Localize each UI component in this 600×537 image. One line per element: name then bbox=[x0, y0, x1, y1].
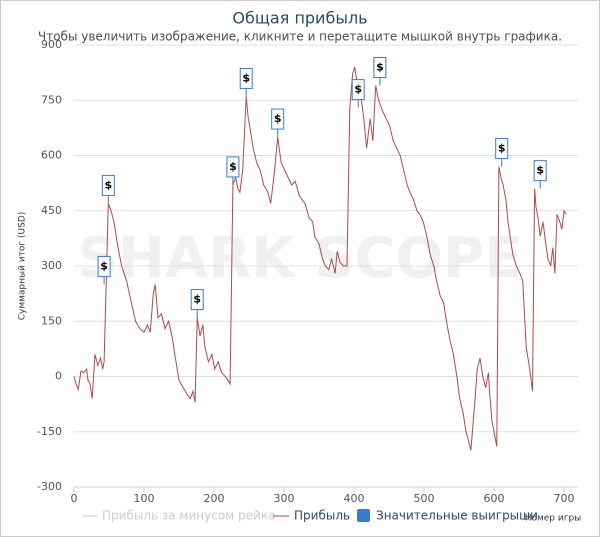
flag-label: $ bbox=[536, 164, 544, 177]
x-tick-label: 0 bbox=[71, 492, 78, 505]
y-tick-label: 150 bbox=[41, 314, 62, 327]
y-tick-label: -150 bbox=[37, 425, 62, 438]
flag-label: $ bbox=[193, 293, 201, 306]
chart-title: Общая прибыль bbox=[232, 9, 367, 28]
y-tick-label: 0 bbox=[55, 370, 62, 383]
flag bbox=[101, 174, 115, 196]
x-tick-label: 700 bbox=[554, 492, 575, 505]
x-tick-label: 600 bbox=[484, 492, 505, 505]
y-tick-label: -300 bbox=[37, 480, 62, 493]
flag bbox=[226, 156, 240, 178]
flag-label: $ bbox=[104, 178, 112, 191]
flag-label: $ bbox=[376, 61, 384, 74]
y-tick-label: 900 bbox=[41, 38, 62, 51]
legend-label: Прибыль bbox=[294, 509, 350, 523]
flag-label: $ bbox=[100, 259, 108, 272]
legend: Прибыль за минусом рейка Прибыль Значитель… bbox=[82, 509, 538, 523]
flag-label: $ bbox=[242, 72, 250, 85]
flag-label: $ bbox=[498, 142, 506, 155]
x-axis-label: Номер игры bbox=[525, 514, 582, 524]
y-tick-label: 450 bbox=[41, 204, 62, 217]
y-tick-label: 300 bbox=[41, 259, 62, 272]
x-tick-label: 400 bbox=[344, 492, 365, 505]
legend-label: Прибыль за минусом рейка bbox=[102, 509, 275, 523]
flag bbox=[190, 289, 204, 311]
x-tick-label: 300 bbox=[274, 492, 295, 505]
flag-label: $ bbox=[354, 83, 362, 96]
flag-label: $ bbox=[274, 112, 282, 125]
legend-swatch bbox=[357, 509, 370, 522]
chart-subtitle: Чтобы увеличить изображение, кликните и … bbox=[38, 30, 562, 44]
profit-line bbox=[73, 66, 567, 451]
y-axis-label: Суммарный итог (USD) bbox=[18, 212, 28, 321]
flag bbox=[97, 255, 111, 277]
y-tick-label: 600 bbox=[41, 149, 62, 162]
watermark: SHARK SCOPE bbox=[78, 226, 523, 291]
flag bbox=[495, 138, 509, 160]
flag bbox=[373, 57, 387, 79]
legend-label: Значительные выигрыши bbox=[376, 509, 538, 523]
flag-label: $ bbox=[229, 160, 237, 173]
x-tick-label: 200 bbox=[204, 492, 225, 505]
flag bbox=[239, 68, 253, 90]
flag bbox=[351, 79, 365, 101]
flag bbox=[533, 160, 547, 182]
flag bbox=[271, 108, 285, 130]
x-tick-label: 500 bbox=[414, 492, 435, 505]
y-tick-label: 750 bbox=[41, 93, 62, 106]
x-tick-label: 100 bbox=[134, 492, 155, 505]
